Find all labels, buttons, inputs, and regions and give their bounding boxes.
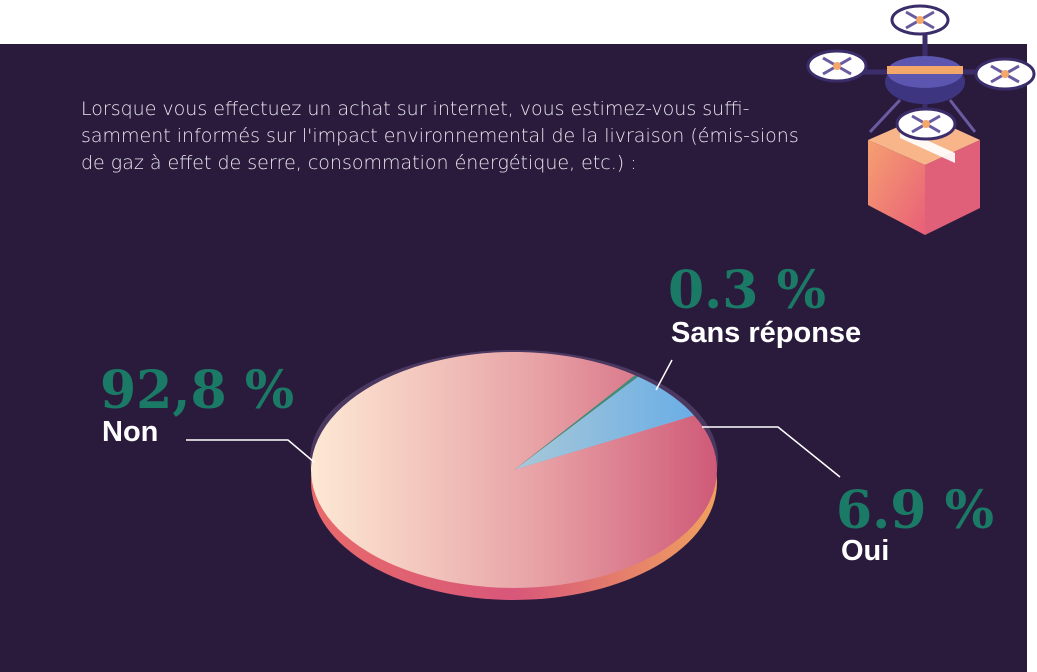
leader-line-oui [702,426,841,478]
category-label-oui: Oui [841,535,889,567]
data-label-sans-reponse: 0.3 % [668,260,826,321]
pie-slice-sans-reponse [514,375,638,470]
drone-delivery-icon [806,4,1036,235]
data-label-oui: 6.9 % [836,480,994,541]
category-label-sans-reponse: Sans réponse [671,317,861,349]
data-label-non: 92,8 % [100,360,294,421]
pie-slice-non [311,351,718,588]
leader-line-sans-reponse [655,359,673,391]
question-text: Lorsque vous effectuez un achat sur inte… [81,98,799,174]
category-label-non: Non [102,416,158,448]
leader-line-non [186,439,315,463]
pie-slice-oui [514,376,695,470]
